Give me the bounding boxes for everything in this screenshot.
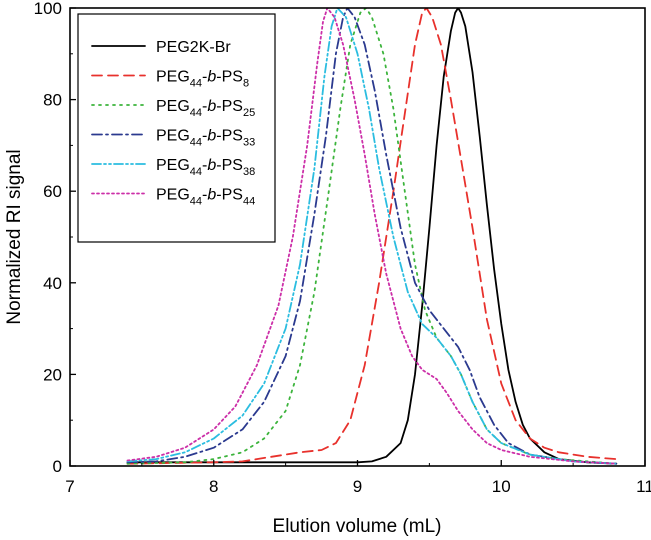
legend-label: PEG44-b-PS25 [156, 98, 255, 119]
legend: PEG2K-Br PEG44-b-PS8 PEG44-b-PS25 PEG44-b-P… [77, 13, 276, 243]
series-line-4 [126, 8, 618, 465]
x-axis-ticks: 7 8 9 10 11 [65, 460, 651, 496]
legend-label: PEG44-b-PS33 [156, 128, 255, 149]
y-tick-label: 40 [43, 274, 62, 293]
x-tick-label: 11 [636, 477, 651, 496]
y-tick-label: 0 [53, 457, 62, 476]
legend-label: PEG44-b-PS8 [156, 69, 249, 90]
x-tick-label: 9 [353, 477, 362, 496]
x-tick-label: 10 [492, 477, 511, 496]
legend-label: PEG44-b-PS44 [156, 187, 255, 208]
y-axis-ticks: 0 20 40 60 80 100 [34, 0, 76, 476]
y-axis-title: Normalized RI signal [4, 149, 25, 324]
series-line-2 [126, 8, 618, 465]
y-tick-label: 60 [43, 182, 62, 201]
x-axis-title: Elution volume (mL) [273, 516, 442, 537]
x-tick-label: 8 [209, 477, 218, 496]
legend-label: PEG2K-Br [156, 39, 231, 56]
legend-label: PEG44-b-PS38 [156, 157, 255, 178]
y-tick-label: 20 [43, 365, 62, 384]
series-line-5 [126, 8, 618, 465]
y-tick-label: 80 [43, 91, 62, 110]
y-tick-label: 100 [34, 0, 62, 18]
series-line-1 [126, 8, 618, 465]
x-tick-label: 7 [65, 477, 74, 496]
series-layer [126, 8, 618, 465]
series-line-6 [126, 8, 618, 465]
legend-box [77, 13, 276, 243]
